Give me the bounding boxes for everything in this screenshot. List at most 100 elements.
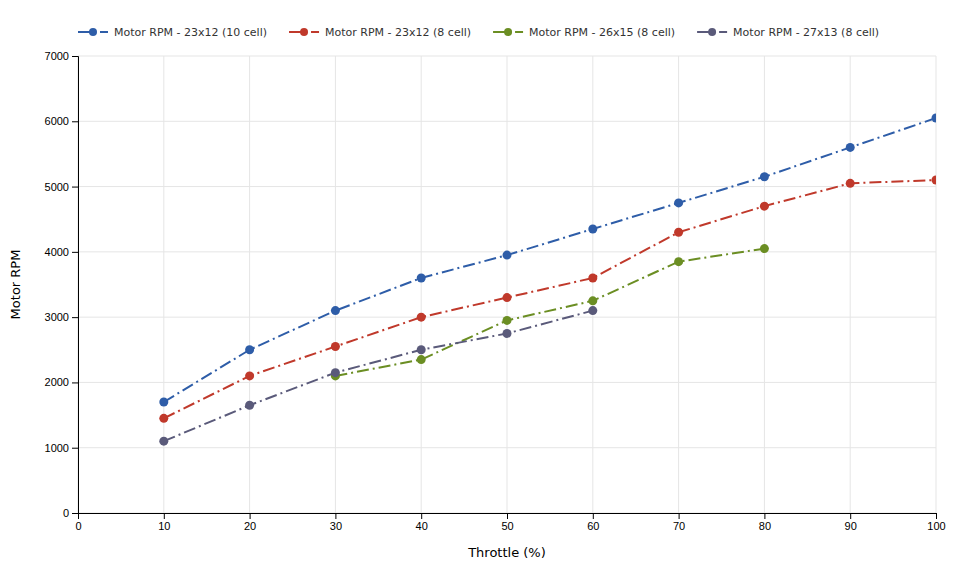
- x-axis-tick-mark: [764, 513, 765, 519]
- y-axis-line: [72, 57, 79, 514]
- x-axis-tick-mark: [335, 513, 336, 519]
- x-axis-tick-mark: [850, 513, 851, 519]
- x-grid-line: [764, 56, 765, 513]
- legend-item: Motor RPM - 23x12 (8 cell): [289, 26, 471, 39]
- series-point: [932, 114, 937, 123]
- series-point: [417, 313, 426, 322]
- x-axis-tick: 30: [330, 513, 342, 532]
- legend-item: Motor RPM - 26x15 (8 cell): [493, 26, 675, 39]
- x-axis-tick: 10: [158, 513, 170, 532]
- y-axis-tick-mark: [72, 513, 78, 514]
- x-axis-tick: 80: [759, 513, 771, 532]
- x-grid-line: [592, 56, 593, 513]
- x-axis-line: [79, 514, 937, 520]
- x-axis-tick-label: 30: [330, 520, 342, 532]
- series-point: [159, 398, 168, 407]
- x-axis-tick-mark: [936, 513, 937, 519]
- y-axis-tick: 0: [63, 507, 78, 519]
- chart: 0102030405060708090100010002000300040005…: [0, 0, 964, 571]
- y-axis-tick-mark: [72, 121, 78, 122]
- series-point: [588, 225, 597, 234]
- y-grid-line: [78, 56, 936, 57]
- series-line: [164, 180, 936, 418]
- y-grid-line: [78, 186, 936, 187]
- x-axis: 0 10 20 30 40 50 60 70 80 90 100: [75, 513, 945, 532]
- y-axis-tick-mark: [72, 187, 78, 188]
- x-axis-tick-label: 70: [673, 520, 685, 532]
- series-line: [335, 249, 764, 376]
- x-axis-tick-label: 60: [587, 520, 599, 532]
- y-axis-tick-mark: [72, 448, 78, 449]
- series-point: [674, 257, 683, 266]
- legend-marker: [89, 28, 97, 36]
- data-layer: [159, 114, 936, 446]
- x-axis-tick-label: 20: [244, 520, 256, 532]
- y-axis-tick: 6000: [45, 115, 78, 127]
- series-point: [932, 176, 937, 185]
- series-point: [417, 355, 426, 364]
- y-axis-title: Motor RPM: [8, 250, 23, 320]
- x-axis-tick-mark: [164, 513, 165, 519]
- legend-marker: [300, 28, 308, 36]
- y-grid-line: [78, 382, 936, 383]
- y-grid-line: [78, 121, 936, 122]
- y-axis-tick-mark: [72, 317, 78, 318]
- legend-label: Motor RPM - 23x12 (8 cell): [325, 26, 471, 39]
- x-grid-line: [335, 56, 336, 513]
- series-point: [331, 306, 340, 315]
- series-point: [588, 273, 597, 282]
- series-line: [164, 118, 936, 402]
- x-axis-tick-label: 0: [75, 520, 81, 532]
- x-axis-tick: 50: [501, 513, 513, 532]
- legend-label: Motor RPM - 26x15 (8 cell): [529, 26, 675, 39]
- legend-marker: [504, 28, 512, 36]
- y-axis-tick-label: 4000: [45, 246, 69, 258]
- x-axis-tick-label: 100: [927, 520, 945, 532]
- series-point: [159, 414, 168, 423]
- series-point: [588, 306, 597, 315]
- y-grid-line: [78, 447, 936, 448]
- y-axis-tick: 2000: [45, 376, 78, 388]
- x-axis-tick-label: 80: [759, 520, 771, 532]
- y-axis-tick: 5000: [45, 181, 78, 193]
- series-point: [674, 198, 683, 207]
- legend-marker: [708, 28, 716, 36]
- legend-item: Motor RPM - 27x13 (8 cell): [697, 26, 879, 39]
- series-point: [503, 329, 512, 338]
- y-axis-tick-mark: [72, 56, 78, 57]
- y-axis-tick-mark: [72, 252, 78, 253]
- y-axis-tick-label: 3000: [45, 311, 69, 323]
- series-point: [245, 401, 254, 410]
- series-point: [331, 342, 340, 351]
- plot: 0102030405060708090100010002000300040005…: [45, 50, 946, 532]
- series-point: [503, 293, 512, 302]
- x-axis-tick-label: 40: [416, 520, 428, 532]
- series-point: [760, 244, 769, 253]
- series-point: [846, 143, 855, 152]
- x-grid-line: [249, 56, 250, 513]
- legend-label: Motor RPM - 23x12 (10 cell): [114, 26, 267, 39]
- series-point: [331, 368, 340, 377]
- y-axis-tick-mark: [72, 382, 78, 383]
- series-point: [417, 345, 426, 354]
- y-axis-tick-label: 5000: [45, 181, 69, 193]
- series-point: [245, 371, 254, 380]
- y-axis-tick: 7000: [45, 50, 78, 62]
- x-axis-tick-mark: [421, 513, 422, 519]
- x-grid-line: [850, 56, 851, 513]
- x-axis-tick: 70: [673, 513, 685, 532]
- x-axis-tick: 20: [244, 513, 256, 532]
- grid: [78, 56, 936, 513]
- series-point: [588, 296, 597, 305]
- x-axis-tick-mark: [679, 513, 680, 519]
- series-point: [760, 202, 769, 211]
- y-axis-tick-label: 6000: [45, 115, 69, 127]
- series-point: [760, 172, 769, 181]
- x-axis-tick-label: 10: [158, 520, 170, 532]
- y-axis-tick: 4000: [45, 246, 78, 258]
- x-axis-tick: 90: [845, 513, 857, 532]
- series-point: [245, 345, 254, 354]
- series-point: [674, 228, 683, 237]
- x-grid-line: [936, 56, 937, 513]
- x-axis-title: Throttle (%): [467, 545, 546, 560]
